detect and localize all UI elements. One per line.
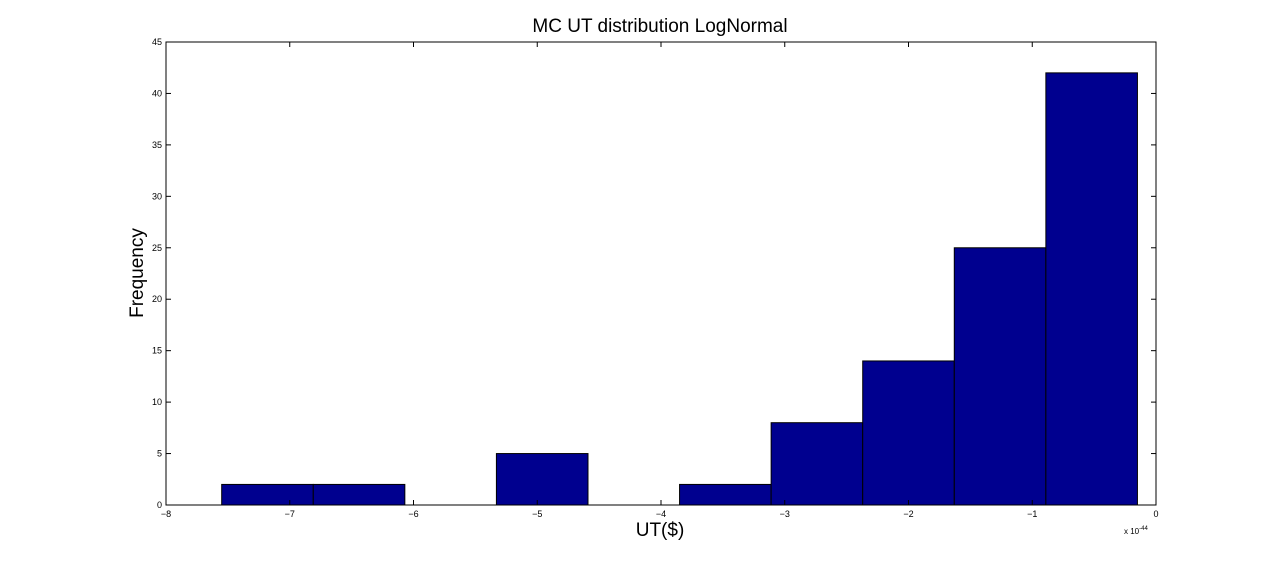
x-tick-label: −6 (408, 509, 418, 519)
histogram-bar-1 (221, 483, 314, 506)
x-tick-label: −7 (285, 509, 295, 519)
x-scale-exponent: -44 (1139, 526, 1148, 532)
histogram-bar-7 (770, 422, 864, 506)
histogram-bar-6 (679, 483, 772, 506)
x-tick-label: −4 (656, 509, 666, 519)
x-tick-label: −5 (532, 509, 542, 519)
x-tick-label: −1 (1027, 509, 1037, 519)
ticks-group (165, 41, 1157, 506)
histogram-bar-4 (495, 453, 589, 506)
y-axis-label: Frequency (127, 228, 148, 318)
y-tick-label: 5 (157, 449, 162, 459)
x-tick-label: −8 (161, 509, 171, 519)
y-tick-label: 10 (152, 397, 162, 407)
histogram-bar-10 (1045, 72, 1138, 506)
x-tick-label: 0 (1153, 509, 1158, 519)
tick-labels-group: −8 −7 −6 −5 −4 −3 −2 −1 0 0 5 10 15 20 25 30 35 40 45 (152, 37, 1159, 519)
x-tick-label: −3 (780, 509, 790, 519)
y-tick-label: 25 (152, 243, 162, 253)
bars-group (221, 72, 1138, 506)
y-tick-label: 0 (157, 500, 162, 510)
histogram-bar-9 (953, 247, 1047, 506)
y-tick-label: 30 (152, 191, 162, 201)
x-scale-note: x 10-44 (1124, 526, 1148, 536)
histogram-bar-8 (862, 360, 955, 506)
y-tick-label: 15 (152, 346, 162, 356)
y-tick-label: 40 (152, 88, 162, 98)
y-tick-label: 35 (152, 140, 162, 150)
x-tick-label: −2 (903, 509, 913, 519)
histogram-bar-2 (312, 483, 406, 506)
y-tick-label: 45 (152, 37, 162, 47)
chart-title: MC UT distribution LogNormal (532, 16, 787, 37)
y-tick-label: 20 (152, 294, 162, 304)
x-scale-base: x 10 (1124, 527, 1140, 536)
x-axis-label: UT($) (636, 520, 685, 541)
